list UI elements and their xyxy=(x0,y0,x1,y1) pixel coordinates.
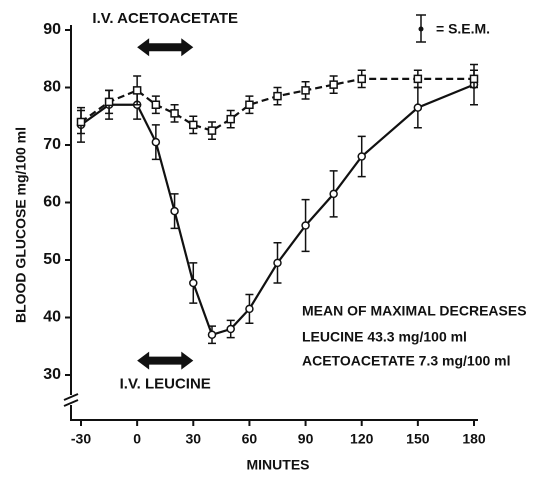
x-tick-label: 60 xyxy=(242,431,258,447)
point xyxy=(189,278,198,288)
point xyxy=(357,74,366,84)
x-axis-label: MINUTES xyxy=(247,457,310,473)
x-tick-label: 90 xyxy=(298,431,314,447)
point xyxy=(273,258,282,268)
point xyxy=(151,137,161,147)
x-tick-label: 180 xyxy=(462,431,486,447)
point xyxy=(413,74,423,84)
point xyxy=(189,120,198,130)
y-tick-label: 90 xyxy=(43,21,61,38)
y-axis-label: BLOOD GLUCOSE mg/100 ml xyxy=(13,127,29,323)
note: ACETOACETATE 7.3 mg/100 ml xyxy=(302,353,511,369)
point xyxy=(469,74,479,84)
point xyxy=(170,109,179,118)
point xyxy=(329,80,338,89)
point xyxy=(301,86,310,95)
y-tick-label: 50 xyxy=(43,251,61,268)
point xyxy=(329,189,338,199)
y-tick-label: 60 xyxy=(43,194,61,211)
legend-icon xyxy=(418,26,424,32)
note: MEAN OF MAXIMAL DECREASES xyxy=(302,303,527,319)
y-tick-label: 80 xyxy=(43,79,61,96)
point xyxy=(170,206,179,216)
annotation-text: I.V. LEUCINE xyxy=(120,376,211,393)
y-tick-label: 40 xyxy=(43,309,61,326)
point xyxy=(245,100,254,109)
series-line xyxy=(80,83,475,337)
x-tick-label: 30 xyxy=(185,431,201,447)
series-line xyxy=(80,77,474,132)
point xyxy=(104,97,114,107)
note: LEUCINE 43.3 mg/100 ml xyxy=(302,329,467,345)
annotation-text: I.V. ACETOACETATE xyxy=(92,10,238,27)
x-tick-label: 0 xyxy=(133,431,141,447)
axes xyxy=(63,25,478,421)
point xyxy=(207,126,217,135)
point xyxy=(273,91,282,101)
point xyxy=(413,103,423,112)
point xyxy=(207,330,217,339)
point xyxy=(76,117,86,127)
x-tick-label: -30 xyxy=(71,431,91,447)
point xyxy=(226,114,235,124)
y-tick-label: 30 xyxy=(43,366,61,383)
y-tick-label: 70 xyxy=(43,136,61,153)
point xyxy=(151,100,161,109)
annotation-arrow xyxy=(137,38,194,57)
x-tick-label: 120 xyxy=(350,431,374,447)
annotation-arrow xyxy=(137,351,194,370)
legend-text: = S.E.M. xyxy=(436,21,490,37)
point xyxy=(357,152,366,161)
x-tick-label: 150 xyxy=(406,431,430,447)
point xyxy=(226,324,235,334)
point xyxy=(301,221,310,230)
point xyxy=(132,86,142,95)
point xyxy=(245,304,254,314)
